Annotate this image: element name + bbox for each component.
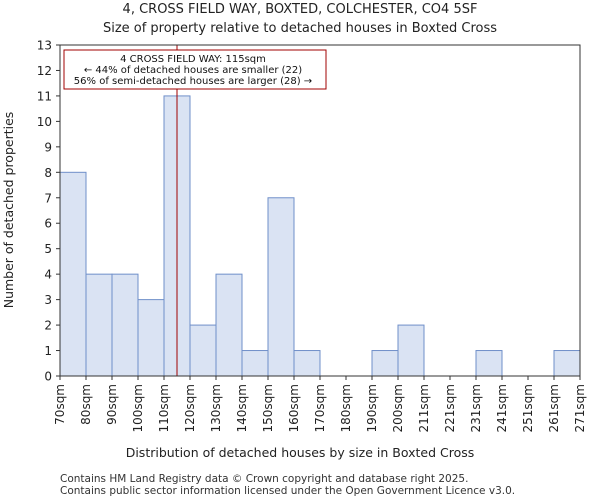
x-tick-label: 261sqm: [547, 384, 561, 432]
annotation-box: 4 CROSS FIELD WAY: 115sqm ← 44% of detac…: [63, 49, 327, 90]
y-tick-label: 8: [44, 166, 52, 180]
y-tick-label: 10: [37, 115, 52, 129]
footer-line-2: Contains public sector information licen…: [60, 485, 515, 497]
chart-title: 4, CROSS FIELD WAY, BOXTED, COLCHESTER, …: [123, 2, 478, 17]
y-axis-label: Number of detached properties: [1, 112, 16, 309]
y-tick-label: 3: [44, 293, 52, 307]
annotation-line-2: ← 44% of detached houses are smaller (22…: [84, 65, 302, 76]
y-tick-label: 9: [44, 140, 52, 154]
annotation-rect: [63, 49, 327, 90]
x-tick-label: 251sqm: [521, 384, 535, 432]
x-tick-label: 190sqm: [365, 384, 379, 432]
x-axis: 70sqm 80sqm 90sqm 100sqm 110sqm 120sqm 130sqm 1…: [53, 376, 587, 432]
x-tick-label: 200sqm: [391, 384, 405, 432]
bar-70sqm: [59, 171, 87, 377]
x-tick-label: 241sqm: [495, 384, 509, 432]
x-tick-label: 221sqm: [443, 384, 457, 432]
bar-160sqm: [293, 350, 321, 377]
y-tick-label: 2: [44, 319, 52, 333]
bar-80sqm: [85, 273, 113, 377]
bar-231sqm: [475, 350, 503, 377]
y-tick-label: 11: [37, 89, 52, 103]
x-tick-label: 90sqm: [105, 384, 119, 425]
bar-140sqm: [241, 350, 269, 377]
bar-200sqm: [397, 324, 425, 377]
x-tick-label: 160sqm: [287, 384, 301, 432]
x-tick-label: 180sqm: [339, 384, 353, 432]
bar-120sqm: [189, 324, 217, 377]
plot-area: 4 CROSS FIELD WAY: 115sqm ← 44% of detac…: [37, 39, 587, 433]
x-tick-label: 70sqm: [53, 384, 67, 425]
annotation-line-3: 56% of semi-detached houses are larger (…: [74, 76, 312, 87]
y-tick-label: 4: [44, 268, 52, 282]
x-tick-label: 130sqm: [209, 384, 223, 432]
bar-100sqm: [137, 299, 165, 377]
bar-130sqm: [215, 273, 243, 377]
annotation-line-1: 4 CROSS FIELD WAY: 115sqm: [120, 54, 266, 65]
y-tick-label: 5: [44, 242, 52, 256]
x-tick-label: 140sqm: [235, 384, 249, 432]
y-tick-label: 13: [37, 39, 52, 53]
x-tick-label: 211sqm: [417, 384, 431, 432]
chart-subtitle: Size of property relative to detached ho…: [103, 21, 497, 36]
footer-line-1: Contains HM Land Registry data © Crown c…: [60, 473, 468, 485]
x-tick-label: 110sqm: [157, 384, 171, 432]
x-tick-label: 80sqm: [79, 384, 93, 425]
y-tick-label: 1: [44, 344, 52, 358]
x-axis-label: Distribution of detached houses by size …: [126, 445, 475, 460]
bars-group: [59, 95, 581, 377]
bar-261sqm: [553, 350, 581, 377]
x-tick-label: 271sqm: [573, 384, 587, 432]
x-tick-label: 170sqm: [313, 384, 327, 432]
bar-150sqm: [267, 197, 295, 377]
bar-190sqm: [371, 350, 399, 377]
y-tick-label: 12: [37, 64, 52, 78]
x-tick-label: 100sqm: [131, 384, 145, 432]
bar-90sqm: [111, 273, 139, 377]
x-tick-label: 120sqm: [183, 384, 197, 432]
y-tick-label: 7: [44, 191, 52, 205]
x-tick-label: 231sqm: [469, 384, 483, 432]
x-tick-label: 150sqm: [261, 384, 275, 432]
y-tick-label: 0: [44, 370, 52, 384]
y-tick-label: 6: [44, 217, 52, 231]
